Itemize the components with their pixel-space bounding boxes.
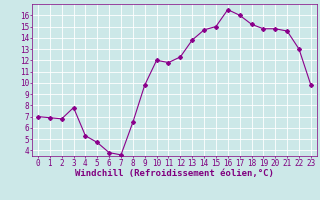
X-axis label: Windchill (Refroidissement éolien,°C): Windchill (Refroidissement éolien,°C): [75, 169, 274, 178]
